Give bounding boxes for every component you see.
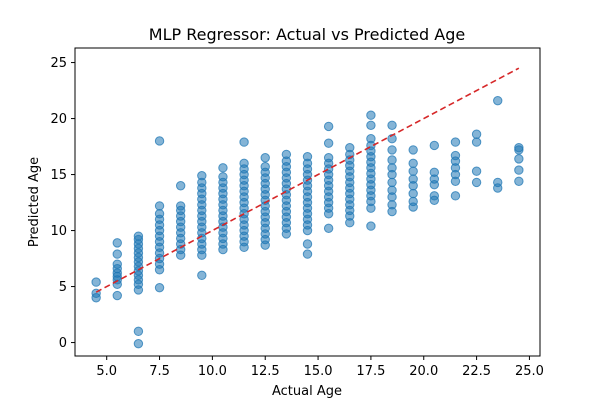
data-point: [450, 191, 461, 201]
data-point: [302, 151, 313, 162]
data-point: [366, 110, 376, 120]
y-tick-label: 25: [50, 56, 67, 71]
data-point: [408, 196, 418, 207]
data-point: [91, 277, 101, 287]
data-point: [154, 136, 165, 146]
data-point: [323, 138, 334, 148]
data-point: [133, 231, 144, 241]
data-point: [260, 162, 270, 172]
data-point: [450, 137, 461, 147]
x-axis-label: Actual Age: [272, 384, 342, 399]
data-point: [471, 129, 482, 139]
data-point: [302, 249, 313, 259]
data-point: [197, 270, 207, 281]
x-tick-label: 7.5: [149, 364, 170, 379]
data-point: [218, 163, 228, 173]
x-tick-label: 20.0: [409, 364, 438, 379]
axes-frame: [74, 47, 541, 357]
y-tick-label: 15: [50, 168, 67, 183]
y-tick-label: 5: [59, 280, 67, 295]
data-point: [366, 221, 376, 231]
data-point: [429, 191, 440, 201]
x-tick-label: 15.0: [304, 364, 333, 379]
data-point: [387, 120, 397, 130]
x-tick-label: 17.5: [356, 364, 385, 379]
data-point: [133, 338, 144, 349]
data-point: [281, 149, 292, 160]
data-point: [239, 158, 249, 169]
data-point: [408, 145, 418, 155]
reference-line: [95, 67, 520, 293]
data-point: [514, 165, 524, 175]
data-point: [366, 134, 376, 144]
chart-title: MLP Regressor: Actual vs Predicted Age: [149, 25, 465, 44]
data-point: [429, 167, 440, 178]
y-tick-label: 0: [59, 336, 67, 351]
data-point: [387, 155, 397, 165]
data-point: [387, 177, 397, 188]
y-tick-label: 10: [50, 224, 67, 239]
data-point: [408, 174, 418, 184]
data-point: [471, 177, 482, 188]
data-point: [154, 201, 165, 211]
y-tick-label: 20: [50, 112, 67, 127]
plot-area: 5.0 7.5 10.0 12.5 15.0 17.5 20.0 22.5 25.0 0 5 10 15…: [50, 47, 544, 379]
data-point: [387, 200, 397, 210]
data-point: [387, 185, 397, 195]
data-point: [408, 166, 418, 176]
data-point: [493, 177, 503, 188]
data-point: [323, 121, 334, 132]
data-point: [408, 158, 418, 169]
data-point: [514, 154, 524, 164]
data-point: [175, 181, 186, 191]
data-point: [387, 145, 397, 155]
data-point: [408, 188, 418, 199]
data-point: [112, 290, 122, 301]
data-point: [133, 326, 144, 337]
x-tick-label: 5.0: [96, 364, 117, 379]
data-point: [345, 142, 355, 153]
data-point: [260, 153, 270, 163]
data-point: [175, 201, 186, 211]
data-point: [323, 223, 334, 234]
data-point: [239, 137, 249, 147]
data-point: [471, 166, 482, 176]
x-tick-label: 10.0: [198, 364, 227, 379]
data-point: [493, 95, 503, 106]
x-tick-label: 25.0: [515, 364, 544, 379]
data-point: [514, 176, 524, 186]
data-point: [429, 140, 440, 151]
x-tick-label: 12.5: [251, 364, 280, 379]
x-tick-label: 22.5: [462, 364, 491, 379]
data-point: [112, 249, 122, 259]
data-point: [154, 282, 165, 293]
data-point: [112, 238, 122, 248]
data-point: [323, 153, 334, 163]
data-point: [197, 170, 207, 181]
data-point: [471, 137, 482, 147]
data-point: [302, 239, 313, 249]
data-point: [387, 163, 397, 173]
data-point: [154, 209, 165, 219]
data-point: [514, 142, 524, 153]
data-point: [366, 120, 376, 130]
y-axis-label: Predicted Age: [27, 157, 42, 247]
data-point: [218, 172, 228, 182]
data-point: [112, 259, 122, 269]
data-point: [450, 150, 461, 161]
scatter-points: [91, 95, 524, 349]
